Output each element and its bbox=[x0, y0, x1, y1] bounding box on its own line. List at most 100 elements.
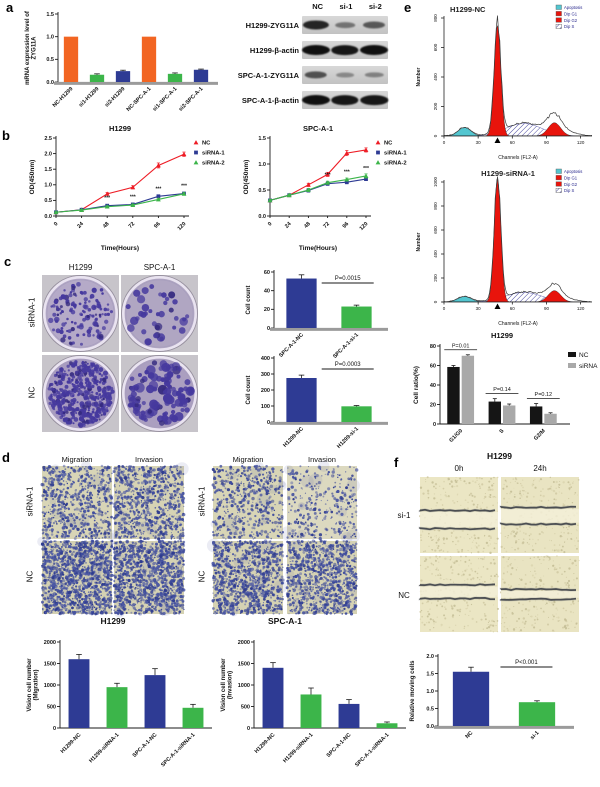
svg-text:siRNA-2: siRNA-2 bbox=[384, 161, 407, 167]
blot-row: SPC-A-1-β-actin bbox=[210, 90, 392, 110]
svg-text:120: 120 bbox=[577, 140, 585, 145]
svg-text:20: 20 bbox=[264, 307, 270, 313]
svg-text:200: 200 bbox=[433, 102, 438, 110]
svg-text:2.0: 2.0 bbox=[44, 151, 52, 157]
svg-text:72: 72 bbox=[128, 221, 137, 230]
colony-count-chart-h1299: 0 100 200 300 400 Cell count H1299-NC H1299-si-… bbox=[242, 346, 390, 462]
svg-text:***: *** bbox=[130, 194, 136, 200]
blot-row-label: SPC-A-1-ZYG11A bbox=[237, 70, 299, 80]
colony-count-chart-spca1: 0 20 40 60 Cell count SPC-A-1-NC SPC-A-1-si-1 P… bbox=[242, 260, 390, 364]
western-blot: NC si-1 si-2 H1299-ZYG11A H1299-β-actin … bbox=[210, 0, 392, 124]
svg-text:120: 120 bbox=[359, 221, 370, 232]
transwell-field-image bbox=[285, 538, 359, 616]
svg-text:siRNA-1: siRNA-1 bbox=[384, 151, 407, 157]
panel-a-label: a bbox=[6, 0, 14, 15]
wound-title: H1299 bbox=[486, 451, 513, 461]
svg-text:H1299-siRNA-1: H1299-siRNA-1 bbox=[481, 169, 535, 178]
svg-text:S: S bbox=[499, 428, 506, 435]
svg-text:400: 400 bbox=[261, 356, 270, 362]
svg-text:***: *** bbox=[104, 196, 110, 202]
svg-text:***: *** bbox=[344, 170, 350, 176]
transwell-column-header: Migration bbox=[61, 455, 93, 464]
blot-strip bbox=[301, 41, 389, 59]
svg-text:1.0: 1.0 bbox=[46, 34, 54, 40]
blot-band bbox=[301, 95, 330, 105]
svg-text:30: 30 bbox=[476, 306, 482, 311]
svg-text:G2/M: G2/M bbox=[533, 428, 547, 442]
svg-text:24: 24 bbox=[76, 221, 85, 230]
transwell-block-title: H1299 bbox=[100, 616, 126, 626]
panel-b-label: b bbox=[2, 128, 10, 143]
blot-band bbox=[335, 22, 355, 28]
colony-column-header: H1299 bbox=[68, 263, 93, 272]
transwell-block-title: SPC-A-1 bbox=[267, 616, 302, 626]
migration-count-chart: 0 500 1000 1500 2000 Vision cell number(Migra… bbox=[26, 630, 218, 784]
svg-text:800: 800 bbox=[433, 14, 438, 22]
svg-text:Dip G2: Dip G2 bbox=[564, 18, 578, 23]
svg-text:Apoptosis: Apoptosis bbox=[564, 5, 582, 10]
svg-text:H1299: H1299 bbox=[109, 124, 131, 133]
svg-text:Dip S: Dip S bbox=[564, 188, 574, 193]
svg-text:P=0.0003: P=0.0003 bbox=[335, 362, 362, 368]
blot-lane-header: si-2 bbox=[368, 2, 382, 11]
svg-text:800: 800 bbox=[433, 202, 438, 210]
svg-text:Dip G1: Dip G1 bbox=[564, 11, 578, 16]
panel-e-label: e bbox=[404, 0, 412, 15]
transwell-field-image bbox=[112, 539, 186, 618]
svg-text:24: 24 bbox=[284, 221, 293, 230]
svg-text:si2-SPC-A-1: si2-SPC-A-1 bbox=[178, 86, 205, 113]
wound-image bbox=[499, 476, 580, 554]
svg-text:72: 72 bbox=[322, 221, 331, 230]
blot-band bbox=[302, 20, 329, 30]
svg-text:Dip G2: Dip G2 bbox=[564, 182, 578, 187]
svg-text:1.0: 1.0 bbox=[44, 183, 52, 189]
svg-text:0: 0 bbox=[267, 221, 273, 227]
svg-text:1000: 1000 bbox=[433, 176, 438, 187]
svg-text:60: 60 bbox=[430, 363, 436, 369]
svg-text:H1299: H1299 bbox=[491, 331, 513, 340]
growth-curve-spca1: 0.0 0.5 1.0 1.5 0 24 48 72 96 120 Time(Hours) OD(45… bbox=[240, 122, 420, 254]
svg-text:NC: NC bbox=[579, 352, 589, 359]
svg-text:Cell ratio(%): Cell ratio(%) bbox=[413, 366, 420, 404]
colony-dish-image bbox=[42, 355, 119, 432]
svg-text:SPC-A-1: SPC-A-1 bbox=[303, 124, 333, 133]
blot-row-label: H1299-β-actin bbox=[249, 45, 299, 55]
blot-lane-header: NC bbox=[312, 2, 324, 11]
wound-image bbox=[418, 555, 500, 633]
growth-curve-h1299: 0.0 0.5 1.0 1.5 2.0 2.5 0 24 48 72 96 120 Time(Hours… bbox=[26, 122, 238, 254]
svg-text:200: 200 bbox=[261, 388, 270, 394]
svg-text:Number: Number bbox=[416, 233, 422, 252]
svg-text:Cell count: Cell count bbox=[246, 375, 252, 404]
colony-dish-image bbox=[42, 275, 119, 352]
svg-text:0: 0 bbox=[267, 326, 270, 332]
svg-text:***: *** bbox=[181, 184, 187, 190]
svg-text:90: 90 bbox=[544, 140, 550, 145]
blot-band bbox=[336, 72, 354, 78]
svg-text:120: 120 bbox=[577, 306, 585, 311]
svg-text:0.5: 0.5 bbox=[44, 198, 52, 204]
svg-text:NC-SPC-A-1: NC-SPC-A-1 bbox=[126, 86, 153, 113]
wound-image bbox=[418, 476, 499, 555]
svg-text:Cell count: Cell count bbox=[246, 285, 252, 314]
svg-text:1.5: 1.5 bbox=[44, 167, 52, 173]
svg-text:96: 96 bbox=[342, 221, 351, 230]
colony-dish-image bbox=[121, 355, 198, 432]
svg-text:Channels (FL2-A): Channels (FL2-A) bbox=[498, 321, 538, 327]
svg-text:si1-SPC-A-1: si1-SPC-A-1 bbox=[152, 86, 179, 113]
svg-text:0: 0 bbox=[53, 221, 59, 227]
svg-text:20: 20 bbox=[430, 402, 436, 408]
blot-strip bbox=[302, 16, 388, 34]
cell-cycle-ratio-chart: 0 20 40 60 80 Cell ratio(%) H1299 G1/G0 P=0.01 S P… bbox=[410, 330, 600, 452]
blot-band bbox=[360, 45, 389, 55]
panel-f-label: f bbox=[394, 455, 399, 470]
svg-text:48: 48 bbox=[102, 221, 111, 230]
colony-row-label: siRNA-1 bbox=[27, 297, 37, 328]
svg-text:400: 400 bbox=[433, 73, 438, 81]
svg-text:NC-H1299: NC-H1299 bbox=[52, 86, 75, 109]
svg-text:96: 96 bbox=[153, 221, 162, 230]
svg-text:siRNA-1: siRNA-1 bbox=[202, 151, 225, 157]
mrna-expression-bar-chart: 0.0 0.5 1.0 1.5 mRNA expression level ofZYG1… bbox=[24, 2, 220, 122]
svg-text:0.0: 0.0 bbox=[258, 214, 266, 220]
svg-text:Dip S: Dip S bbox=[564, 24, 574, 29]
